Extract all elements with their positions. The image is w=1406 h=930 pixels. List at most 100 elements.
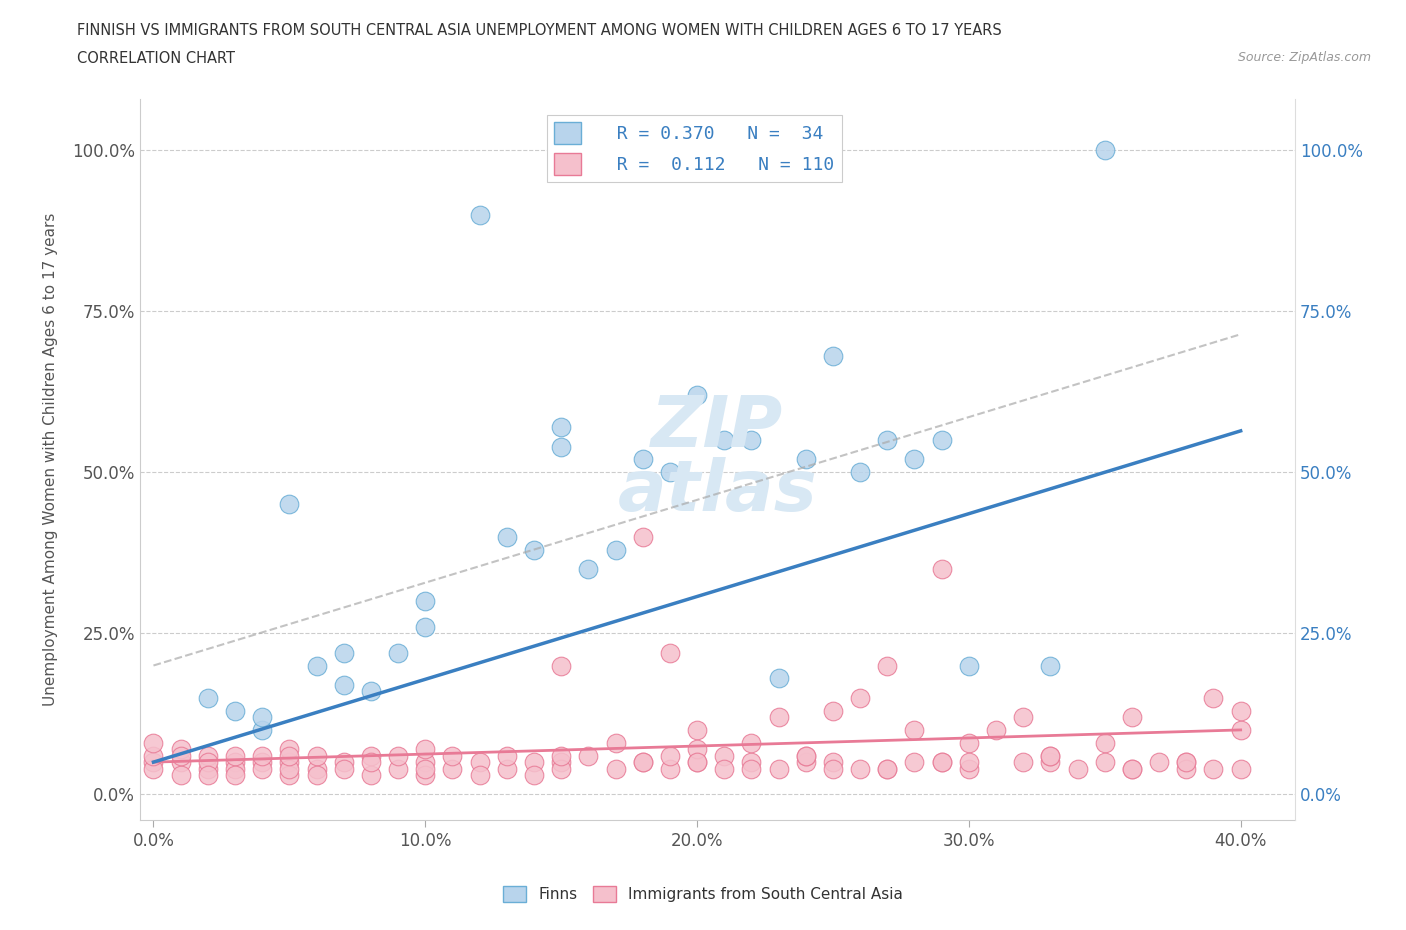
Point [957, 658, 980, 673]
Point [250, 710, 273, 724]
Point [903, 754, 925, 769]
Point [413, 754, 436, 769]
Point [360, 749, 382, 764]
Point [576, 562, 599, 577]
Point [387, 761, 409, 776]
Point [605, 542, 627, 557]
Point [387, 749, 409, 764]
Point [768, 761, 790, 776]
Point [278, 761, 301, 776]
Point [957, 761, 980, 776]
Point [413, 761, 436, 776]
Point [169, 749, 191, 764]
Point [305, 761, 328, 776]
Point [794, 749, 817, 764]
Point [305, 658, 328, 673]
Point [550, 658, 572, 673]
Point [250, 754, 273, 769]
Point [1121, 761, 1143, 776]
Point [1094, 143, 1116, 158]
Y-axis label: Unemployment Among Women with Children Ages 6 to 17 years: Unemployment Among Women with Children A… [44, 213, 58, 706]
Point [740, 432, 762, 447]
Point [957, 736, 980, 751]
Point [794, 749, 817, 764]
Point [305, 749, 328, 764]
Point [142, 736, 165, 751]
Point [332, 754, 354, 769]
Point [605, 736, 627, 751]
Point [931, 432, 953, 447]
Point [631, 754, 654, 769]
Point [1039, 658, 1062, 673]
Point [1012, 754, 1035, 769]
Point [1175, 754, 1198, 769]
Point [413, 593, 436, 608]
Point [224, 754, 246, 769]
Point [224, 703, 246, 718]
Point [686, 754, 709, 769]
Point [658, 645, 681, 660]
Point [713, 432, 735, 447]
Point [523, 754, 546, 769]
Point [931, 562, 953, 577]
Point [713, 761, 735, 776]
Point [169, 767, 191, 782]
Point [495, 749, 517, 764]
Point [1147, 754, 1170, 769]
Point [849, 761, 872, 776]
Point [441, 749, 464, 764]
Point [1039, 754, 1062, 769]
Point [931, 754, 953, 769]
Point [224, 761, 246, 776]
Point [1229, 723, 1251, 737]
Point [931, 754, 953, 769]
Point [1039, 749, 1062, 764]
Point [984, 723, 1007, 737]
Point [1066, 761, 1088, 776]
Point [876, 761, 898, 776]
Point [1094, 754, 1116, 769]
Point [197, 754, 219, 769]
Point [169, 742, 191, 757]
Point [903, 452, 925, 467]
Point [821, 761, 844, 776]
Point [605, 761, 627, 776]
Point [1094, 736, 1116, 751]
Point [523, 767, 546, 782]
Point [768, 671, 790, 685]
Point [278, 742, 301, 757]
Point [360, 754, 382, 769]
Point [686, 742, 709, 757]
Point [903, 723, 925, 737]
Point [278, 497, 301, 512]
Point [686, 754, 709, 769]
Point [387, 645, 409, 660]
Point [740, 761, 762, 776]
Point [413, 742, 436, 757]
Point [821, 703, 844, 718]
Point [876, 432, 898, 447]
Point [740, 736, 762, 751]
Point [1202, 690, 1225, 705]
Point [658, 749, 681, 764]
Point [713, 749, 735, 764]
Point [550, 754, 572, 769]
Point [876, 761, 898, 776]
Point [658, 761, 681, 776]
Point [876, 658, 898, 673]
Point [197, 749, 219, 764]
Point [631, 529, 654, 544]
Text: ZIP
atlas: ZIP atlas [617, 393, 817, 525]
Point [1121, 710, 1143, 724]
Point [332, 645, 354, 660]
Point [224, 749, 246, 764]
Point [1202, 761, 1225, 776]
Point [250, 761, 273, 776]
Point [1039, 749, 1062, 764]
Point [523, 542, 546, 557]
Point [468, 767, 491, 782]
Point [278, 749, 301, 764]
Point [550, 439, 572, 454]
Point [658, 465, 681, 480]
Point [1121, 761, 1143, 776]
